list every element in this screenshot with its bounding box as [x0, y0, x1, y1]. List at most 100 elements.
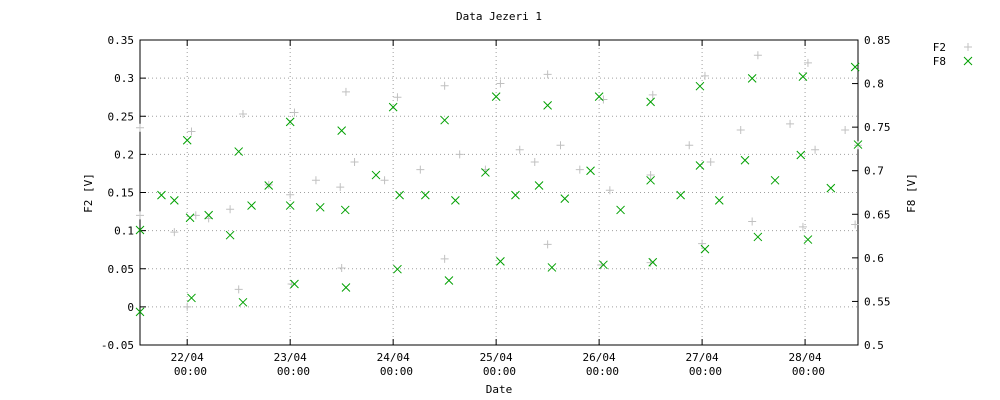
point: [646, 175, 655, 185]
point: [747, 73, 757, 83]
point: [336, 183, 345, 192]
x-tick-label: 28/04 00:00: [785, 351, 825, 378]
y-tick-label: 0: [127, 301, 134, 314]
point: [648, 90, 657, 99]
point: [226, 205, 235, 214]
y-tick-label: 0.25: [108, 110, 135, 123]
point: [826, 183, 836, 193]
point: [183, 302, 192, 311]
y2-tick-label: 0.85: [864, 34, 891, 47]
point: [135, 225, 145, 235]
point: [315, 202, 325, 212]
point: [803, 58, 812, 67]
point: [440, 254, 449, 263]
point: [395, 190, 404, 200]
point: [685, 141, 694, 150]
point: [451, 195, 460, 205]
point: [204, 210, 214, 220]
point: [337, 126, 347, 135]
point: [341, 87, 350, 96]
point: [380, 176, 389, 185]
point: [234, 147, 244, 156]
y2-tick-label: 0.6: [864, 252, 884, 265]
point: [157, 190, 166, 200]
x-tick-label: 22/04 00:00: [167, 351, 207, 378]
point: [311, 176, 320, 185]
legend-label: F2: [933, 41, 946, 54]
point: [676, 190, 685, 200]
point: [753, 51, 762, 60]
point: [341, 283, 351, 292]
chart-title: Data Jezeri 1: [456, 10, 542, 23]
point: [547, 263, 557, 272]
point: [285, 117, 295, 127]
point: [225, 230, 235, 240]
y2-tick-label: 0.55: [864, 295, 891, 308]
y2-tick-label: 0.7: [864, 165, 884, 178]
y-tick-label: 0.1: [114, 225, 134, 238]
y2-tick-label: 0.8: [864, 78, 884, 91]
point: [371, 170, 381, 180]
point: [440, 81, 449, 90]
point: [646, 97, 655, 107]
point: [851, 220, 860, 229]
point: [543, 240, 552, 249]
point: [586, 166, 595, 176]
point: [706, 158, 715, 166]
y-tick-label: 0.3: [114, 72, 134, 85]
point: [247, 201, 256, 210]
point: [798, 72, 808, 81]
point: [530, 158, 539, 166]
point: [290, 108, 299, 117]
point: [238, 109, 247, 118]
point: [841, 125, 850, 134]
point: [646, 170, 655, 179]
point: [182, 135, 192, 145]
point: [185, 213, 195, 223]
point: [170, 228, 179, 237]
point: [543, 70, 552, 79]
point: [803, 235, 813, 244]
point: [811, 145, 820, 154]
point: [496, 79, 505, 88]
y-tick-label: 0.15: [108, 187, 135, 200]
point: [700, 244, 710, 254]
point: [285, 201, 295, 210]
point: [187, 127, 196, 136]
point: [556, 141, 565, 150]
point: [748, 217, 757, 226]
point: [736, 125, 745, 134]
point: [853, 140, 863, 149]
x-tick-label: 24/04 00:00: [373, 351, 413, 378]
x-tick-label: 23/04 00:00: [270, 351, 310, 378]
point: [700, 71, 709, 80]
point: [455, 150, 464, 159]
point: [136, 123, 144, 132]
point: [420, 190, 430, 200]
point: [337, 263, 346, 272]
y2-tick-label: 0.65: [864, 208, 891, 221]
x-tick-label: 26/04 00:00: [579, 351, 619, 378]
point: [350, 158, 359, 166]
point: [187, 293, 196, 303]
y2-axis-label: F8 [V]: [905, 173, 918, 213]
point: [286, 190, 295, 199]
x-tick-label: 27/04 00:00: [682, 351, 722, 378]
point: [753, 232, 763, 242]
point: [496, 256, 505, 266]
point: [388, 102, 398, 112]
point: [340, 205, 350, 215]
x-axis-label: Date: [486, 383, 513, 396]
y-tick-label: 0.35: [108, 34, 135, 47]
point: [770, 175, 780, 185]
point: [135, 307, 145, 317]
point: [234, 285, 243, 294]
point: [444, 276, 454, 285]
point: [393, 93, 402, 102]
point: [599, 260, 608, 270]
point: [796, 150, 806, 160]
point: [290, 279, 299, 289]
point: [515, 145, 524, 154]
point: [964, 43, 972, 51]
